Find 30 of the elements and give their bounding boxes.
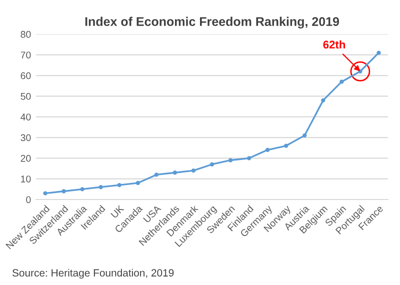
source-note: Source: Heritage Foundation, 2019 (12, 268, 174, 279)
point (284, 144, 288, 148)
point (246, 156, 252, 160)
y-tick-label: 50 (20, 92, 31, 100)
point (228, 158, 233, 162)
point (321, 98, 326, 102)
y-tick-label: 40 (20, 114, 31, 120)
point (98, 185, 103, 190)
annotation: 62th (323, 40, 346, 49)
point (172, 170, 178, 175)
point (340, 80, 344, 84)
chart-title: Index of Economic Freedom Ranking, 2019 (85, 16, 340, 29)
y-tick-label: 80 (20, 30, 31, 38)
point (302, 133, 307, 138)
y-tick-label: 70 (20, 52, 31, 58)
y-tick-label: 30 (20, 134, 31, 142)
point (210, 162, 214, 166)
point (191, 168, 196, 173)
point (62, 189, 66, 194)
y-tick-label: 0 (26, 196, 31, 204)
point (117, 182, 122, 188)
point (80, 187, 84, 192)
y-tick-label: 20 (20, 154, 31, 162)
point (376, 50, 381, 55)
point (154, 172, 159, 177)
point (43, 191, 48, 196)
point (136, 180, 140, 186)
y-tick-label: 60 (20, 72, 31, 80)
y-tick-label: 10 (21, 176, 31, 182)
point (265, 148, 270, 152)
